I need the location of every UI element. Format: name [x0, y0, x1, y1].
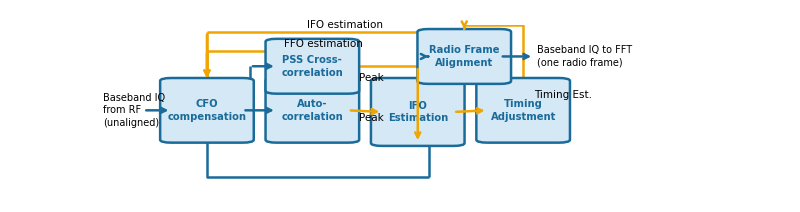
Text: IFO
Estimation: IFO Estimation [388, 100, 448, 123]
Text: Peak: Peak [359, 113, 384, 123]
Text: Timing Est.: Timing Est. [534, 90, 592, 100]
Text: Timing
Adjustment: Timing Adjustment [490, 99, 556, 122]
Text: Peak: Peak [359, 73, 384, 83]
Text: IFO estimation: IFO estimation [307, 20, 383, 30]
FancyBboxPatch shape [266, 39, 359, 94]
FancyBboxPatch shape [266, 78, 359, 143]
Text: CFO
compensation: CFO compensation [167, 99, 246, 122]
FancyBboxPatch shape [160, 78, 254, 143]
Text: Auto-
correlation: Auto- correlation [282, 99, 343, 122]
Text: Baseband IQ to FFT
(one radio frame): Baseband IQ to FFT (one radio frame) [537, 45, 632, 68]
FancyBboxPatch shape [371, 78, 465, 146]
Text: Baseband IQ
from RF
(unaligned): Baseband IQ from RF (unaligned) [103, 93, 166, 128]
Text: PSS Cross-
correlation: PSS Cross- correlation [282, 55, 343, 78]
Text: Radio Frame
Alignment: Radio Frame Alignment [429, 45, 499, 68]
FancyBboxPatch shape [418, 29, 511, 84]
Text: FFO estimation: FFO estimation [284, 39, 362, 49]
FancyBboxPatch shape [476, 78, 570, 143]
